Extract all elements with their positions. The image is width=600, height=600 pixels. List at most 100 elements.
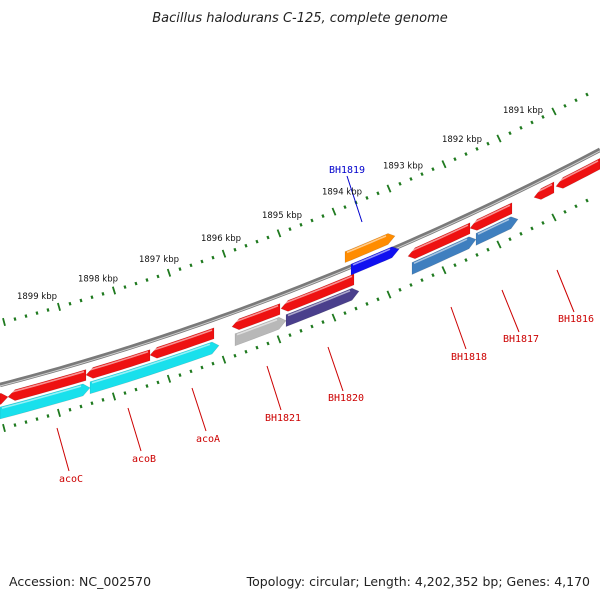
position-label: 1893 kbp [383,162,423,172]
outer-tick-track [2,92,589,327]
inner-tick [166,374,172,383]
inner-tick [46,414,50,418]
leader-line [450,306,467,350]
inner-tick [519,231,523,236]
backbone-highlight [0,150,600,387]
inner-tick [111,392,117,401]
inner-tick [189,369,193,374]
inner-tick [134,387,138,392]
outer-tick [79,298,83,303]
backbone-line [0,147,600,388]
gene-label: acoB [132,454,156,465]
outer-tick [200,259,204,264]
outer-tick [57,302,61,311]
leader-line [327,346,344,392]
inner-tick [508,237,512,242]
gene-arrow [0,392,9,405]
inner-tick [420,278,424,283]
inner-tick [255,345,259,350]
inner-tick-track [2,198,589,433]
inner-tick [453,263,457,268]
outer-tick [68,301,72,306]
inner-tick [35,417,39,421]
position-labels: 1891 kbp 1892 kbp 1893 kbp 1894 kbp 1895 kbp… [17,106,543,302]
leader-line [56,427,70,472]
gene-arrow-shine [409,224,469,253]
outer-tick [13,317,17,321]
gene-arrow-steel-shine [413,238,468,265]
gene-arrow-blue [350,246,400,276]
outer-tick [233,247,237,252]
inner-tick [266,341,270,346]
gene-arrow-slate-shine [287,289,351,317]
outer-tick [519,125,523,130]
outer-tick [101,292,105,296]
inner-tick [221,355,227,364]
inner-tick [475,253,479,257]
outer-tick [551,107,557,116]
inner-tick [321,320,325,324]
leader-line [127,407,142,452]
inner-tick [79,404,83,409]
inner-tick [101,398,105,402]
inner-tick [57,408,61,417]
outer-tick [90,295,94,300]
gene-arrow-gray [234,316,287,347]
gene-arrow-shine [151,329,213,352]
outer-tick [156,274,160,279]
gene-arrow-cyan-shine [1,385,82,409]
gene-arrow-shine [557,160,599,183]
inner-tick [365,302,369,306]
genome-summary-text: Topology: circular; Length: 4,202,352 bp… [246,574,590,589]
inner-tick [431,273,435,278]
inner-tick [211,361,215,366]
outer-tick [134,281,138,286]
gene-arrow-gray-shine [236,318,278,336]
gene-arrow-steel [411,236,477,275]
outer-tick [46,308,50,312]
inner-tick [178,373,182,377]
gene-arrow-shine [535,183,553,194]
outer-tick [365,196,369,200]
inner-tick [354,306,358,311]
outer-tick [178,267,182,271]
position-label: 1899 kbp [17,292,57,302]
gene-arrow-steel-shine [477,218,510,235]
outer-tick [266,235,270,240]
leader-line [191,387,207,432]
outer-tick [24,314,28,318]
gene-label: BH1818 [451,352,487,363]
inner-tick [2,423,6,433]
inner-tick [343,311,347,316]
inner-tick [244,349,248,354]
inner-tick [541,221,545,225]
inner-tick [486,247,490,252]
gene-arrow-shine [233,305,279,323]
outer-tick [276,229,282,238]
position-label: 1897 kbp [139,255,179,265]
outer-tick [299,222,303,227]
leader-line [556,269,575,313]
outer-tick [409,177,413,181]
outer-tick [310,218,314,223]
outer-tick [376,191,380,196]
outer-tick [35,311,39,315]
inner-tick [409,283,413,287]
inner-tick [551,213,557,222]
gene-arrow-shine [282,275,353,305]
inner-tick [574,204,578,209]
outer-tick [2,317,6,327]
outer-tick [453,157,457,162]
outer-tick [189,263,193,268]
gene-arrow-shine [87,351,149,372]
inner-tick [386,290,392,299]
gene-arrow-cyan [89,341,220,395]
gene-labels: BH1819 BH1816 BH1817 BH1818 BH1820 BH1821 acoA… [59,165,594,485]
outer-tick [475,147,479,151]
outer-tick [386,184,392,193]
outer-tick [496,134,502,143]
leader-line [266,365,282,411]
outer-tick [343,205,347,210]
inner-tick [441,266,447,275]
inner-tick [464,258,468,262]
